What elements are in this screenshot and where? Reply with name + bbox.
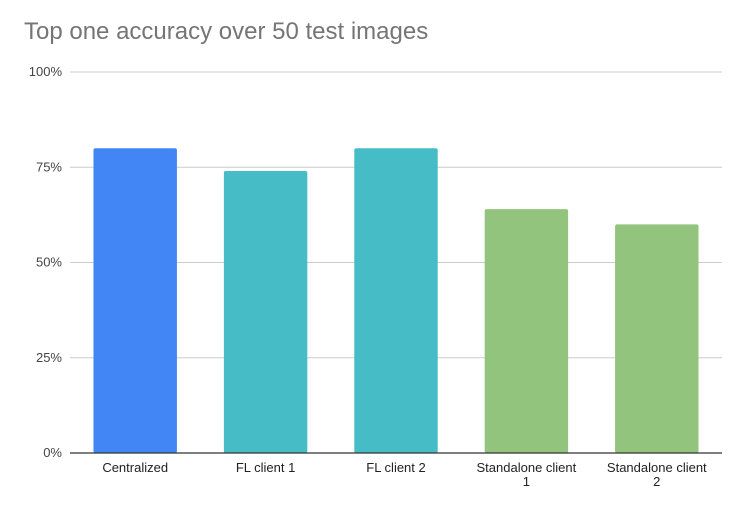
x-tick-label: Standalone client 1 (477, 460, 577, 489)
bar (223, 171, 308, 453)
bar (93, 148, 177, 453)
bar (484, 209, 569, 453)
bar (354, 148, 438, 453)
bar (615, 224, 699, 453)
chart-title: Top one accuracy over 50 test images (24, 18, 429, 45)
y-tick-label: 25% (36, 350, 62, 365)
x-tick-label: Centralized (102, 460, 168, 475)
x-tick-label: FL client 2 (366, 460, 426, 475)
x-tick-label: Standalone client 2 (607, 460, 707, 489)
x-tick-label: FL client 1 (236, 460, 296, 475)
y-tick-label: 0% (43, 445, 62, 460)
y-tick-label: 75% (36, 159, 62, 174)
y-tick-label: 100% (29, 64, 63, 79)
y-tick-label: 50% (36, 255, 62, 270)
